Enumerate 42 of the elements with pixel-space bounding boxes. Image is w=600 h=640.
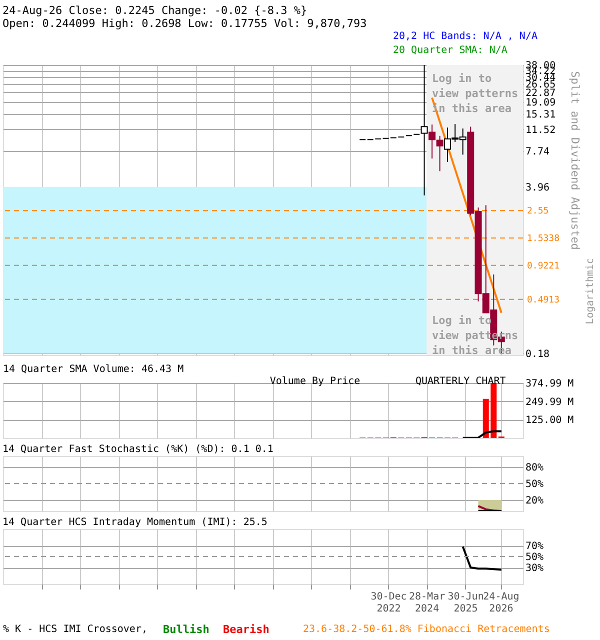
y-tick-label: 50% [526, 479, 544, 490]
y-tick-label: 80% [526, 462, 544, 474]
y-tick-label: 11.52 [526, 124, 556, 136]
text: % K - HCS IMI Crossover, [3, 624, 148, 635]
y-tick-label: 249.99 M [526, 396, 574, 408]
y-tick-label: 0.18 [526, 348, 550, 360]
ref-line-label: 0.4913 [527, 295, 560, 306]
y-tick-label: 125.00 M [526, 415, 574, 426]
text: Logarithmic [585, 258, 596, 324]
line-series [462, 430, 502, 438]
text: 20,2 HC Bands: N/A , N/A [393, 31, 538, 42]
x-tick-label: 24-Aug 2026 [483, 592, 520, 614]
ref-line-label: 0.9221 [527, 261, 560, 272]
ref-line-label: 1.5338 [527, 234, 560, 244]
annotation: Volume By Price [270, 376, 360, 387]
y-tick-label: 7.74 [526, 146, 550, 158]
y-tick-label: 70% [526, 541, 544, 552]
text: 20 Quarter SMA: N/A [393, 45, 508, 56]
y-tick-label: 374.99 M [526, 378, 574, 390]
y-tick-label: 3.96 [526, 182, 550, 194]
x-tick-label: 30-Jun 2025 [448, 592, 484, 614]
x-tick-label: 28-Mar 2024 [408, 592, 446, 614]
candlestick [420, 65, 428, 196]
x-tick-label: 30-Dec 2022 [370, 592, 407, 614]
ref-line-label: 2.55 [527, 206, 549, 217]
annotation: QUARTERLY CHART [415, 376, 506, 387]
chart-title: 14 Quarter SMA Volume: 46.43 M [3, 364, 184, 375]
chart-title: 14 Quarter Fast Stochastic (%K) (%D): 0.1 0.1 [2, 444, 274, 455]
text: Bullish [163, 623, 210, 636]
chart-title: 14 Quarter HCS Intraday Momentum (IMI): 25.5 [2, 517, 268, 528]
chart-subtitle: Open: 0.244099 High: 0.2698 Low: 0.17755 Vol: 9,870,793 [2, 17, 367, 30]
chart-title: 24-Aug-26 Close: 0.2245 Change: -0.02 {-8.3 %} [2, 4, 308, 17]
text: 23.6-38.2-50-61.8% Fibonacci Retracements [303, 624, 550, 635]
text: Bearish [223, 623, 270, 636]
y-tick-label: 20% [526, 496, 544, 506]
y-tick-label: 15.31 [526, 109, 556, 120]
y-tick-label: 50% [526, 552, 544, 563]
line-series [462, 546, 502, 571]
y-tick-label: 22.87 [526, 88, 556, 99]
y-axis-title: Split and Dividend Adjusted [568, 71, 582, 250]
y-tick-label: 19.09 [526, 98, 556, 109]
y-tick-label: 30% [526, 563, 544, 574]
